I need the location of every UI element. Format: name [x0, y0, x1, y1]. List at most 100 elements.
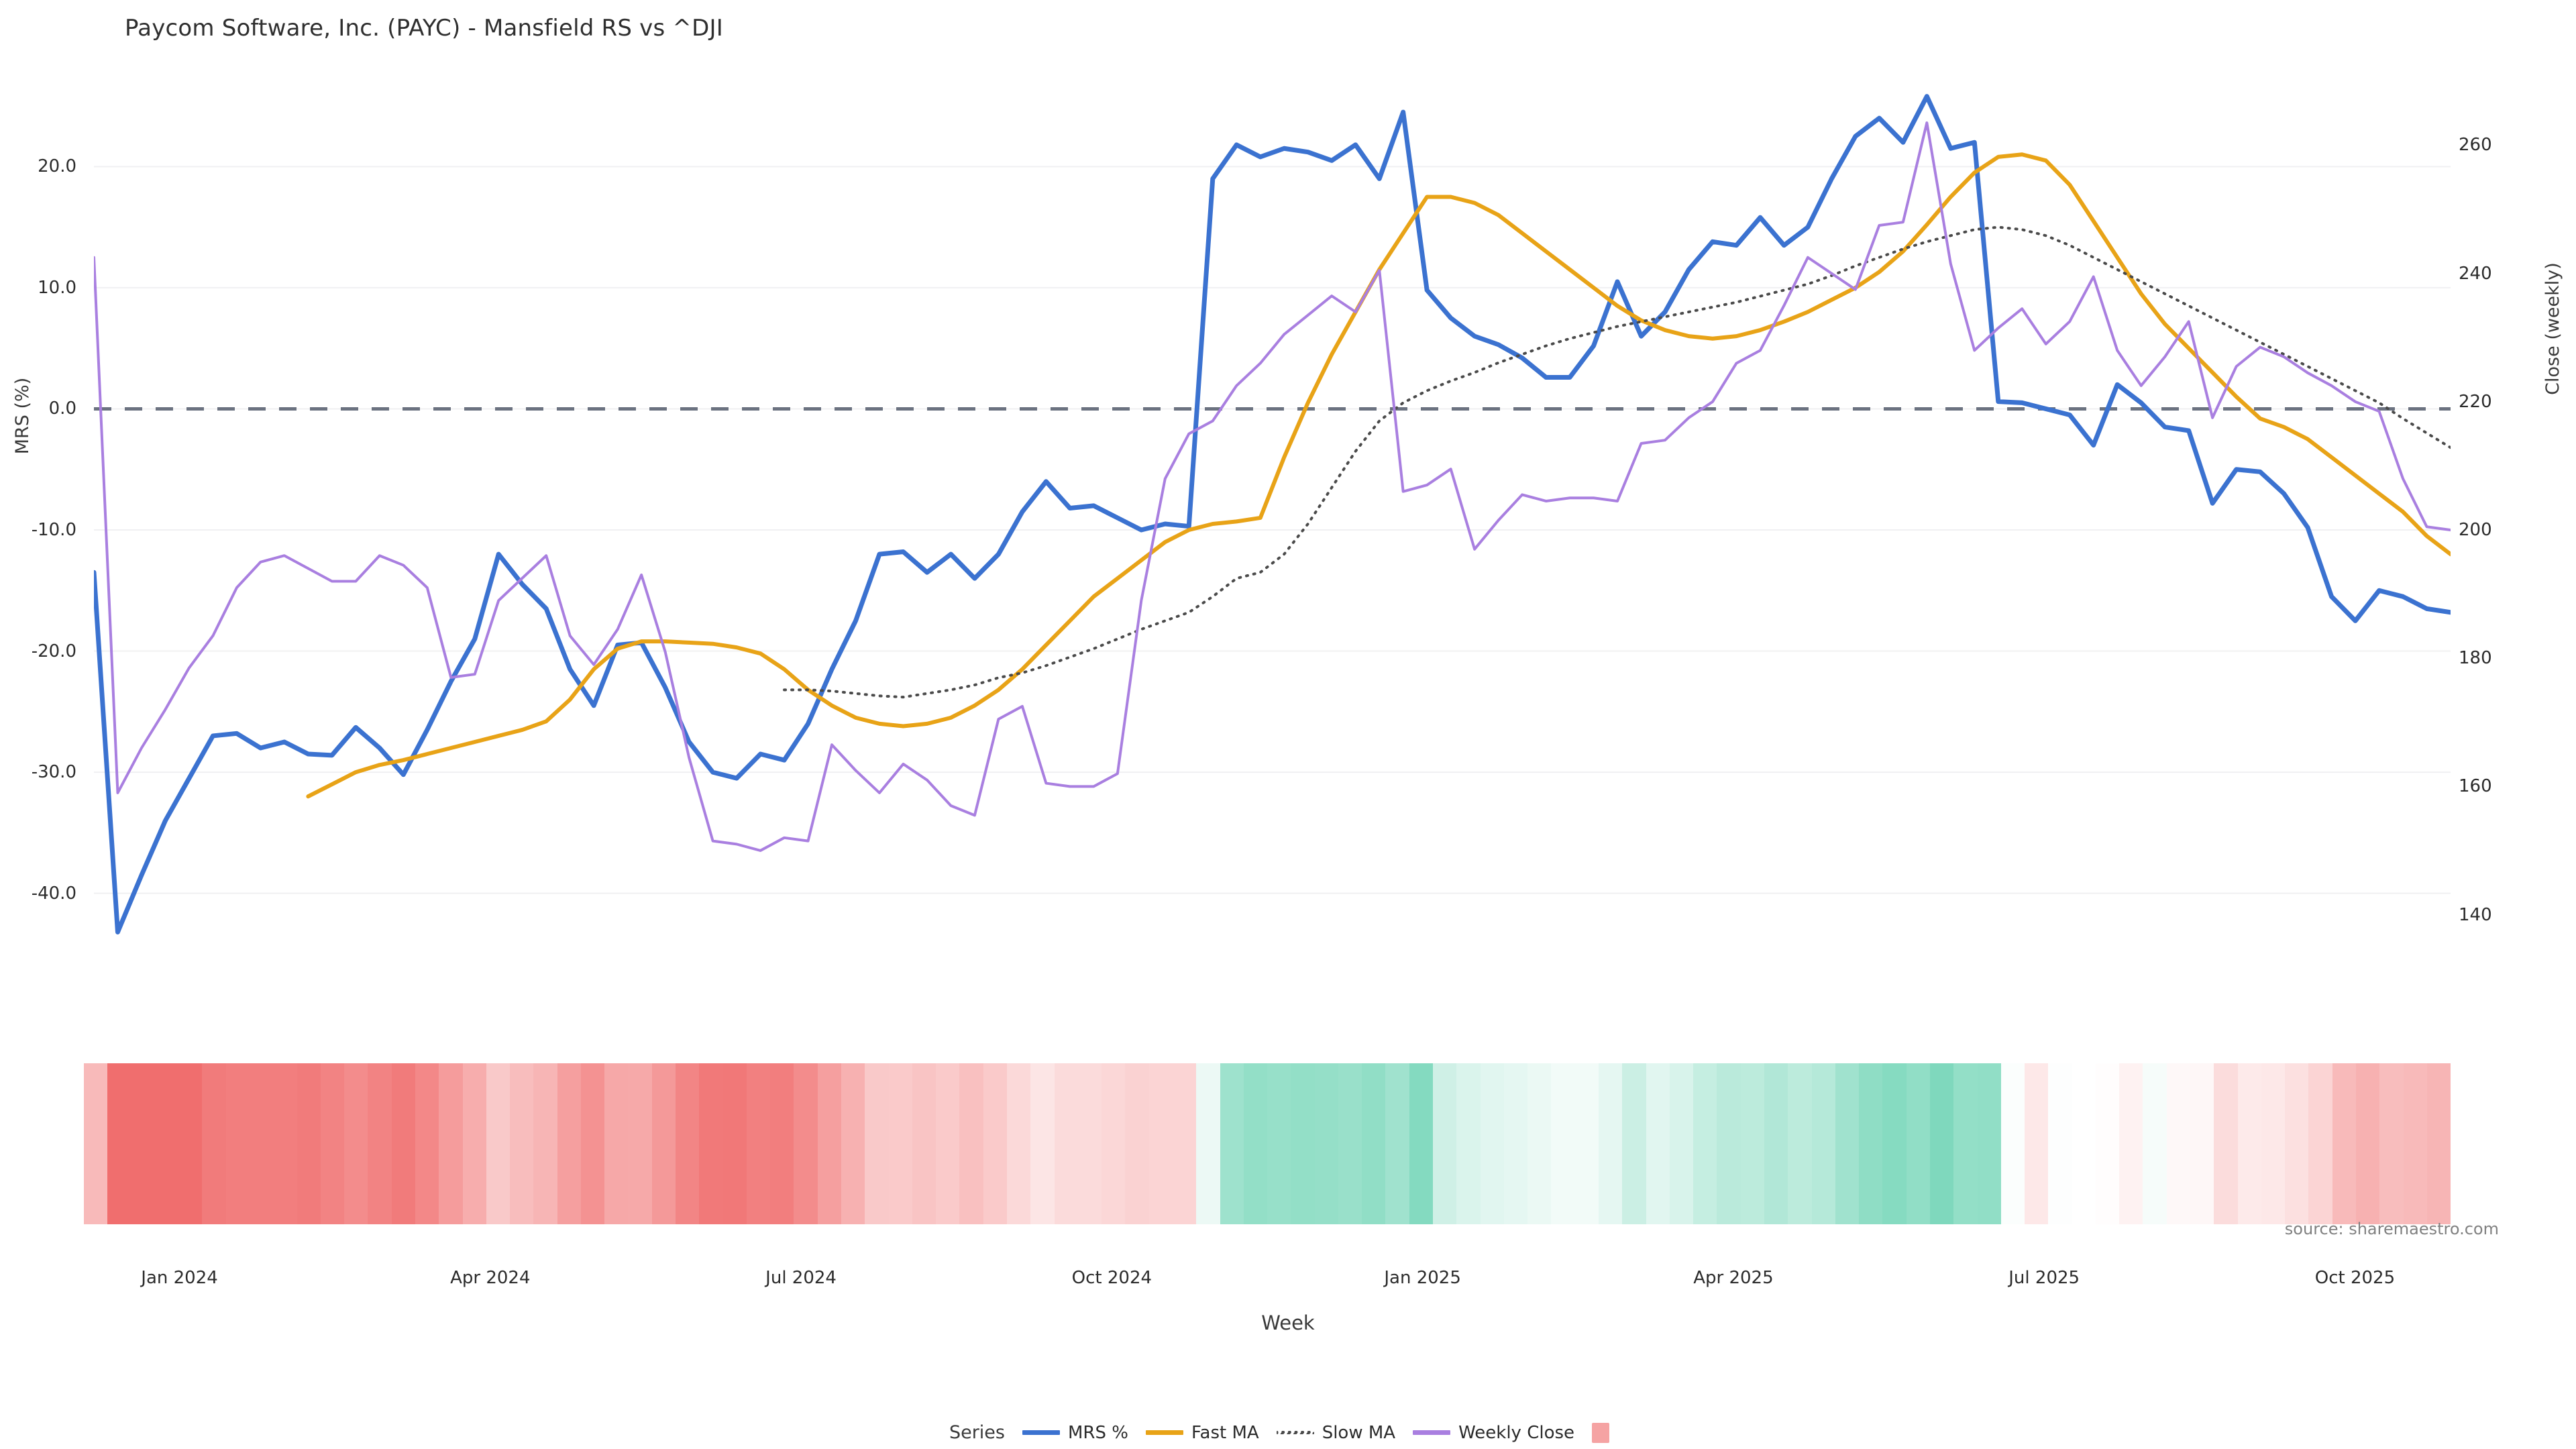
y-tick-right: 260: [2459, 135, 2492, 156]
heatmap-cell: [249, 1063, 274, 1224]
heatmap-cell: [1125, 1063, 1149, 1224]
heatmap-cell: [628, 1063, 652, 1224]
heatmap-cell: [1953, 1063, 1978, 1224]
legend-item[interactable]: [1592, 1422, 1610, 1443]
heatmap-cell: [2285, 1063, 2309, 1224]
heatmap-cell: [1622, 1063, 1646, 1224]
heatmap-cell: [722, 1063, 747, 1224]
y-tick-right: 220: [2459, 391, 2492, 412]
legend-label: MRS %: [1067, 1422, 1128, 1443]
legend-swatch: [1145, 1430, 1183, 1435]
heatmap-cell: [1717, 1063, 1741, 1224]
heatmap-cell: [2166, 1063, 2191, 1224]
y-tick-right: 240: [2459, 263, 2492, 284]
x-tick: Oct 2025: [2314, 1268, 2396, 1288]
legend-item[interactable]: MRS %: [1022, 1423, 1128, 1443]
heatmap-cell: [1267, 1063, 1291, 1224]
heatmap-cell: [1929, 1063, 1954, 1224]
heatmap-cell: [794, 1063, 818, 1224]
y-tick-left: -10.0: [31, 520, 76, 540]
heatmap-cell: [2308, 1063, 2332, 1224]
heatmap-cell: [1102, 1063, 1126, 1224]
heatmap-cell: [1764, 1063, 1788, 1224]
heatmap-cell: [1811, 1063, 1835, 1224]
heatmap-cell: [2379, 1063, 2404, 1224]
heatmap-cell: [2143, 1063, 2167, 1224]
heatmap-cell: [202, 1063, 226, 1224]
heatmap-cell: [2261, 1063, 2286, 1224]
heatmap-cell: [368, 1063, 392, 1224]
heatmap-cell: [1172, 1063, 1197, 1224]
heatmap-cell: [604, 1063, 629, 1224]
heatmap-cell: [225, 1063, 250, 1224]
heatmap-cell: [1220, 1063, 1244, 1224]
x-tick: Jul 2024: [765, 1268, 837, 1288]
legend-item[interactable]: Weekly Close: [1413, 1423, 1574, 1443]
heatmap-cell: [1077, 1063, 1102, 1224]
heatmap-cell: [2332, 1063, 2356, 1224]
y-tick-left: 10.0: [38, 277, 76, 298]
heatmap-cell: [486, 1063, 511, 1224]
legend-item[interactable]: Slow MA: [1276, 1422, 1396, 1443]
heatmap-cell: [1030, 1063, 1055, 1224]
y-tick-left: -20.0: [31, 641, 76, 661]
heatmap-cell: [154, 1063, 179, 1224]
y-tick-left: 20.0: [38, 156, 76, 177]
heatmap-cell: [2072, 1063, 2096, 1224]
heatmap-cell: [2403, 1063, 2427, 1224]
heatmap-cell: [888, 1063, 912, 1224]
heatmap-cell: [131, 1063, 155, 1224]
heatmap-cell: [1693, 1063, 1717, 1224]
x-tick: Jan 2024: [141, 1268, 218, 1288]
heatmap-cell: [676, 1063, 700, 1224]
heatmap-cell: [2237, 1063, 2261, 1224]
heatmap-cell: [865, 1063, 889, 1224]
heatmap-cell: [107, 1063, 131, 1224]
legend-swatch: [1413, 1430, 1451, 1435]
heatmap-cell: [983, 1063, 1007, 1224]
legend-label: Slow MA: [1322, 1422, 1396, 1443]
heatmap-cell: [1527, 1063, 1552, 1224]
heatmap-cell: [2000, 1063, 2025, 1224]
heatmap-cell: [273, 1063, 297, 1224]
source-note: source: sharemaestro.com: [2284, 1220, 2499, 1238]
heatmap-cell: [1148, 1063, 1173, 1224]
x-tick: Apr 2024: [450, 1268, 531, 1288]
heatmap-cell: [1385, 1063, 1409, 1224]
heatmap-cell: [1480, 1063, 1504, 1224]
heatmap-cell: [1006, 1063, 1031, 1224]
heatmap-cell: [651, 1063, 676, 1224]
heatmap-cell: [1243, 1063, 1268, 1224]
y-axis-left-ticks: 20.0 10.0 0.0 -10.0 -20.0 -30.0 -40.0: [0, 94, 86, 966]
heatmap-cell: [1835, 1063, 1860, 1224]
heatmap-cell: [533, 1063, 557, 1224]
x-tick: Jan 2025: [1384, 1268, 1461, 1288]
y-tick-right: 160: [2459, 776, 2492, 797]
heatmap-cell: [1409, 1063, 1434, 1224]
heatmap-cell: [439, 1063, 463, 1224]
y-tick-left: -30.0: [31, 762, 76, 783]
page-title: Paycom Software, Inc. (PAYC) - Mansfield…: [125, 15, 723, 42]
y-tick-left: 0.0: [48, 398, 76, 419]
heatmap-cell: [2119, 1063, 2143, 1224]
legend-swatch-box: [1592, 1422, 1610, 1443]
heatmap-cell: [1551, 1063, 1575, 1224]
legend-label: Weekly Close: [1458, 1422, 1575, 1443]
heatmap-cell: [746, 1063, 771, 1224]
heatmap-cell: [510, 1063, 534, 1224]
heatmap-cell: [580, 1063, 605, 1224]
heatmap-cell: [1456, 1063, 1481, 1224]
heatmap-cell: [1882, 1063, 1907, 1224]
legend-item[interactable]: Fast MA: [1145, 1423, 1259, 1443]
heatmap-cell: [1196, 1063, 1220, 1224]
heatmap-cell: [699, 1063, 723, 1224]
heatmap-cell: [2426, 1063, 2451, 1224]
y-tick-right: 140: [2459, 904, 2492, 925]
heatmap-cell: [391, 1063, 415, 1224]
y-tick-left: -40.0: [31, 883, 76, 904]
heatmap-cell: [1788, 1063, 1812, 1224]
heatmap-cell: [344, 1063, 368, 1224]
heatmap-cell: [1599, 1063, 1623, 1224]
heatmap-cell: [178, 1063, 203, 1224]
